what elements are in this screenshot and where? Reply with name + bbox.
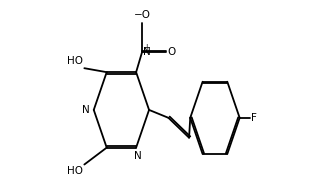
Text: O: O	[167, 47, 175, 57]
Text: N: N	[82, 105, 90, 115]
Text: −O: −O	[133, 10, 150, 20]
Text: HO: HO	[67, 56, 83, 66]
Text: F: F	[251, 113, 257, 123]
Text: N: N	[134, 151, 142, 161]
Text: +: +	[144, 43, 150, 52]
Text: HO: HO	[67, 166, 83, 176]
Text: N: N	[143, 47, 151, 57]
